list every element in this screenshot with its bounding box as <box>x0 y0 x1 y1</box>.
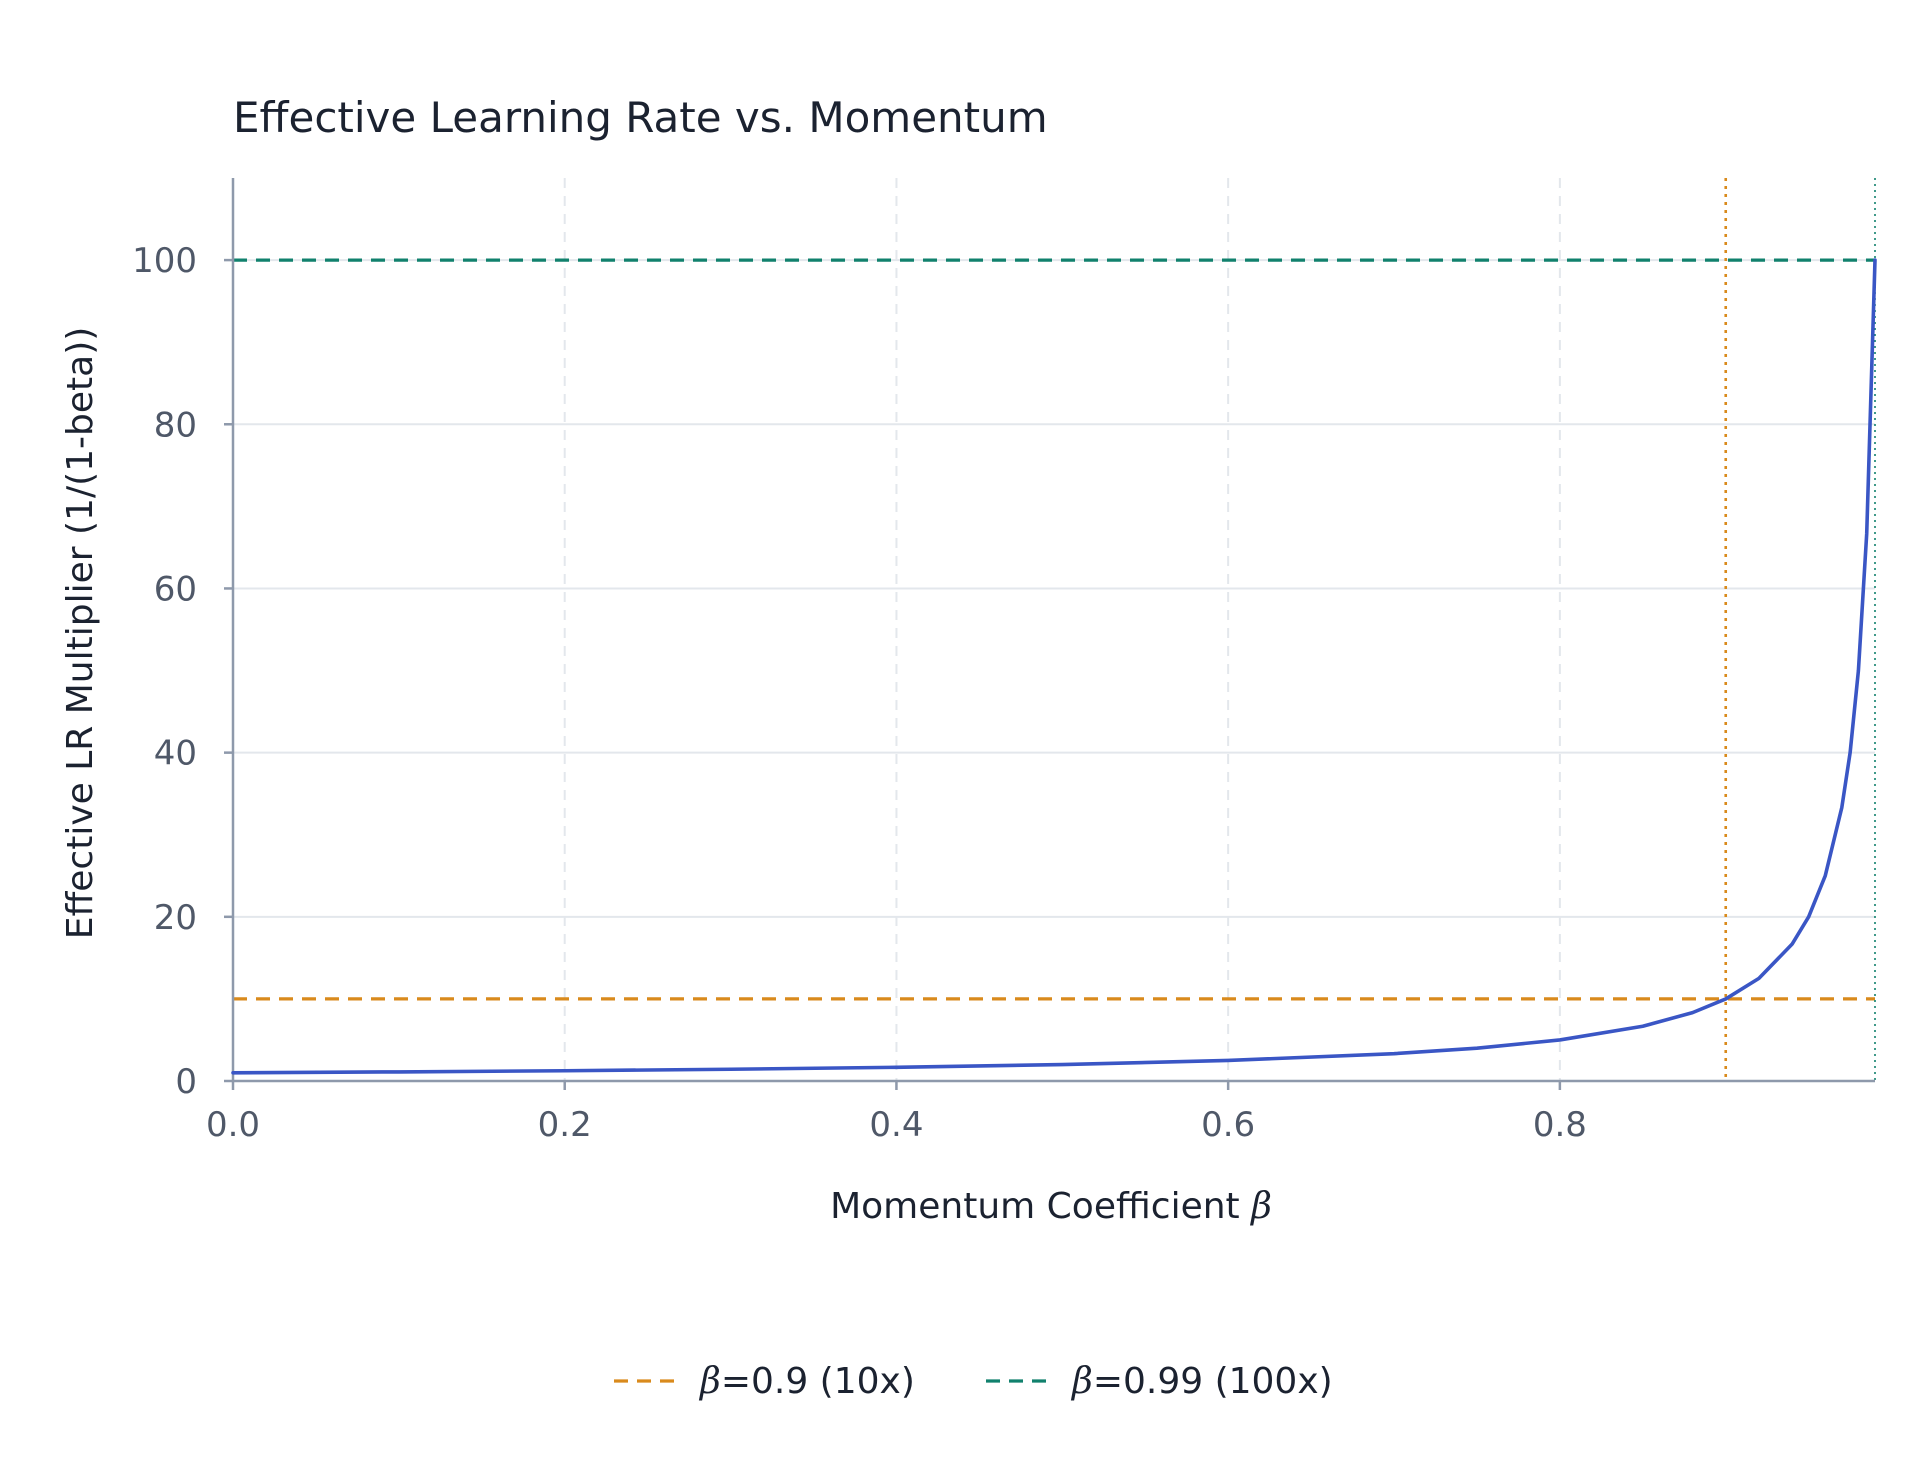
legend-symbol-0: β <box>698 1361 721 1402</box>
legend-text-0: =0.9 (10x) <box>721 1361 915 1402</box>
series-line-0 <box>231 258 1877 1075</box>
reference-lines <box>233 178 1876 1081</box>
axes <box>231 178 1875 1083</box>
y-tick-label: 40 <box>154 734 197 774</box>
x-axis-label-text: Momentum Coefficient <box>830 1186 1251 1227</box>
y-tick-label: 0 <box>175 1062 197 1102</box>
legend-text-1: =0.99 (100x) <box>1093 1361 1333 1402</box>
x-tick-label: 0.2 <box>538 1105 592 1145</box>
legend-symbol-1: β <box>1070 1361 1093 1402</box>
x-tick-label: 0.4 <box>869 1105 923 1145</box>
x-tick-label: 0.0 <box>206 1105 260 1145</box>
tick-labels: 0.0 0.2 0.4 0.6 0.8 0 20 40 60 80 100 <box>132 241 1587 1145</box>
x-tick-label: 0.8 <box>1533 1105 1587 1145</box>
y-tick-label: 60 <box>154 569 197 609</box>
y-axis-label: Effective LR Multiplier (1/(1-beta)) <box>60 327 101 940</box>
x-axis-label-symbol: β <box>1249 1186 1272 1227</box>
y-tick-label: 100 <box>132 241 197 281</box>
legend: β=0.9 (10x) β=0.99 (100x) <box>614 1361 1333 1402</box>
legend-label-1: β=0.99 (100x) <box>1070 1361 1333 1402</box>
y-tick-label: 80 <box>154 405 197 445</box>
data-series <box>231 258 1877 1075</box>
y-tick-label: 20 <box>154 898 197 938</box>
x-axis-label: Momentum Coefficient β <box>830 1186 1272 1227</box>
legend-label-0: β=0.9 (10x) <box>698 1361 915 1402</box>
grid-lines <box>233 178 1875 1081</box>
chart-title: Effective Learning Rate vs. Momentum <box>233 93 1048 142</box>
x-tick-label: 0.6 <box>1201 1105 1255 1145</box>
